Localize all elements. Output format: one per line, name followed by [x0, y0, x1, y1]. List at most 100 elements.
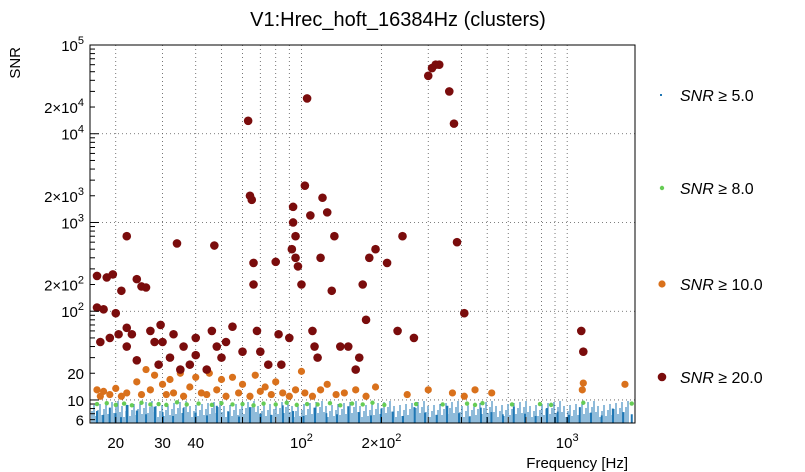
y-tick-label: 105 — [61, 35, 84, 55]
point-snr20 — [318, 193, 327, 203]
legend-label: SNR ≥ 5.0 — [680, 88, 754, 105]
point-snr10 — [99, 387, 108, 395]
legend-label: SNR ≥ 10.0 — [680, 277, 763, 294]
point-snr8 — [349, 401, 355, 406]
point-snr20 — [249, 258, 258, 268]
x-tick-label: 103 — [556, 432, 579, 452]
point-snr8 — [230, 402, 235, 407]
point-snr20 — [398, 231, 407, 241]
point-snr20 — [111, 308, 121, 318]
point-snr10 — [267, 390, 275, 399]
point-snr20 — [210, 241, 219, 250]
point-snr10 — [192, 373, 200, 381]
point-snr8 — [472, 402, 478, 408]
point-snr20 — [291, 231, 300, 241]
point-snr20 — [132, 355, 142, 365]
point-snr20 — [274, 329, 283, 339]
point-snr10 — [235, 389, 243, 397]
point-snr8 — [261, 401, 266, 406]
legend-marker — [660, 94, 662, 96]
point-snr8 — [273, 402, 278, 407]
point-snr20 — [310, 342, 319, 351]
point-snr20 — [122, 342, 132, 351]
point-snr8 — [464, 401, 470, 406]
y-axis-label: SNR — [7, 47, 24, 79]
point-snr10 — [169, 389, 178, 397]
point-snr10 — [297, 367, 306, 375]
point-snr10 — [123, 389, 131, 397]
point-snr10 — [162, 390, 170, 399]
point-snr10 — [142, 365, 150, 374]
point-snr8 — [294, 402, 299, 408]
point-snr10 — [471, 386, 479, 394]
point-snr20 — [579, 347, 588, 356]
point-snr8 — [148, 402, 153, 407]
point-snr8 — [509, 402, 515, 407]
point-snr20 — [449, 119, 459, 128]
y-tick-label: 103 — [61, 212, 84, 232]
point-snr10 — [279, 389, 287, 397]
point-snr20 — [330, 231, 339, 241]
point-snr10 — [488, 389, 496, 397]
point-snr10 — [340, 389, 348, 397]
point-snr10 — [621, 380, 629, 388]
point-snr10 — [301, 389, 309, 397]
point-snr10 — [424, 386, 432, 394]
point-snr20 — [105, 333, 115, 343]
point-snr20 — [293, 262, 303, 271]
point-snr20 — [99, 305, 108, 314]
chart-title: V1:Hrec_hoft_16384Hz (clusters) — [250, 9, 546, 31]
point-snr20 — [452, 237, 462, 247]
legend-marker — [658, 280, 666, 288]
y-tick-label: 104 — [61, 124, 84, 144]
y-tick-label: 2×104 — [44, 97, 84, 117]
point-snr20 — [247, 195, 257, 205]
point-snr10 — [256, 387, 264, 395]
point-snr20 — [459, 308, 469, 318]
point-snr20 — [191, 350, 201, 360]
x-tick-label: 2×102 — [361, 432, 401, 452]
legend: SNR ≥ 5.0 SNR ≥ 8.0 SNR ≥ 10.0 SNR ≥ 20.0 — [657, 88, 763, 387]
point-snr10 — [246, 392, 254, 400]
legend-marker — [659, 185, 665, 191]
point-snr8 — [174, 400, 180, 405]
point-snr20 — [156, 320, 165, 330]
x-tick-label: 20 — [107, 435, 124, 452]
point-snr20 — [238, 347, 247, 356]
point-snr8 — [284, 400, 289, 405]
point-snr10 — [308, 392, 317, 400]
point-snr20 — [409, 333, 419, 343]
point-snr10 — [332, 390, 340, 399]
y-tick-label: 6 — [76, 413, 84, 430]
point-snr20 — [108, 270, 118, 279]
point-snr20 — [256, 347, 265, 356]
point-snr10 — [137, 390, 146, 399]
point-snr8 — [164, 402, 169, 408]
point-snr8 — [121, 401, 127, 406]
legend-label: SNR ≥ 8.0 — [680, 181, 754, 198]
point-snr8 — [251, 403, 256, 408]
point-snr10 — [106, 390, 114, 399]
point-snr20 — [316, 253, 325, 263]
grid — [90, 44, 635, 423]
point-snr20 — [302, 94, 312, 103]
point-snr10 — [261, 383, 269, 391]
y-tick-label: 10 — [67, 393, 84, 410]
point-snr10 — [93, 386, 101, 394]
point-snr20 — [297, 280, 306, 289]
point-snr20 — [117, 286, 126, 296]
point-snr20 — [313, 353, 322, 362]
point-snr10 — [272, 378, 280, 386]
point-snr8 — [629, 401, 634, 406]
point-snr20 — [176, 365, 185, 374]
point-snr20 — [114, 329, 123, 339]
point-snr10 — [146, 386, 154, 394]
point-snr10 — [133, 378, 141, 386]
point-snr20 — [423, 71, 433, 81]
point-snr8 — [327, 400, 333, 406]
point-snr8 — [139, 400, 144, 405]
point-snr20 — [444, 87, 454, 96]
point-snr8 — [537, 401, 543, 407]
point-snr8 — [184, 402, 189, 407]
